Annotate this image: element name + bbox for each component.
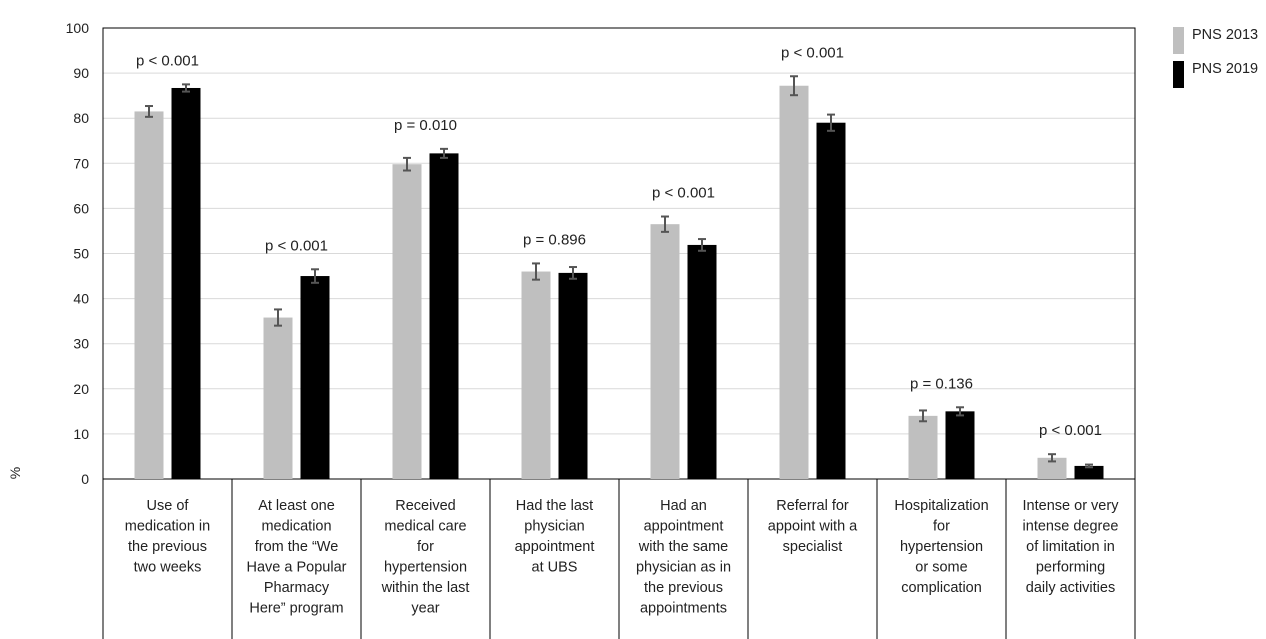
category-label-line: Have a Popular bbox=[247, 560, 347, 576]
category-label: Use of medication in the previous two weeks bbox=[125, 498, 210, 576]
category-label-line: Intense or very bbox=[1023, 498, 1120, 514]
category-label-line: at UBS bbox=[532, 560, 578, 576]
bar-pns2013 bbox=[908, 415, 938, 479]
category-label-line: for bbox=[417, 539, 434, 555]
category-label: At least one medication from the “We Have a… bbox=[247, 498, 347, 617]
category-label-line: performing bbox=[1036, 560, 1105, 576]
category-label-line: hypertension bbox=[384, 560, 467, 576]
category-table: Use of medication in the previous two weeks… bbox=[102, 479, 1136, 639]
category-label: Received medical care for hypertension withi… bbox=[381, 498, 470, 617]
category-label: Intense or very intense degree of limitati… bbox=[1023, 498, 1120, 596]
bar-pns2019 bbox=[816, 122, 846, 480]
y-tick-label: 90 bbox=[73, 65, 89, 81]
y-axis-label: % bbox=[7, 467, 23, 479]
bar-pns2013 bbox=[1037, 457, 1067, 479]
y-tick-label: 60 bbox=[73, 200, 89, 216]
category-label-line: Here” program bbox=[249, 601, 343, 617]
grid-lines bbox=[102, 27, 1136, 480]
y-tick-label: 50 bbox=[73, 246, 89, 262]
category-label: Hospitalization for hypertension or some com… bbox=[894, 498, 988, 596]
category-label: Referral for appoint with a specialist bbox=[768, 498, 858, 555]
category-label-line: year bbox=[411, 601, 439, 617]
bar-pns2013 bbox=[134, 111, 164, 479]
p-value-annotations: p < 0.001 p < 0.001 p = 0.010 p = 0.896 p < … bbox=[136, 44, 1102, 439]
category-label-line: intense degree bbox=[1023, 519, 1119, 535]
category-label-line: specialist bbox=[783, 539, 843, 555]
y-tick-label: 30 bbox=[73, 336, 89, 352]
category-label-line: the previous bbox=[644, 580, 723, 596]
category-label-line: hypertension bbox=[900, 539, 983, 555]
p-value-label: p < 0.001 bbox=[136, 52, 199, 69]
category-label-line: Had an bbox=[660, 498, 707, 514]
bar-pns2019 bbox=[558, 272, 588, 479]
p-value-label: p = 0.136 bbox=[910, 375, 973, 392]
p-value-label: p < 0.001 bbox=[1039, 422, 1102, 439]
category-label-line: medical care bbox=[384, 519, 466, 535]
p-value-label: p = 0.010 bbox=[394, 117, 457, 134]
category-label-line: appointment bbox=[515, 539, 595, 555]
p-value-label: p = 0.896 bbox=[523, 231, 586, 248]
y-tick-label: 80 bbox=[73, 110, 89, 126]
y-axis-ticks: 0 10 20 30 40 50 60 70 80 90 100 bbox=[66, 20, 90, 487]
y-tick-label: 100 bbox=[66, 20, 90, 36]
bar-pns2019 bbox=[945, 411, 975, 479]
bar-pns2019 bbox=[687, 244, 717, 479]
p-value-label: p < 0.001 bbox=[781, 44, 844, 61]
legend-swatch-pns2019 bbox=[1173, 61, 1184, 88]
category-label: Had the last physician appointment at UBS bbox=[515, 498, 595, 576]
legend-swatch-pns2013 bbox=[1173, 27, 1184, 54]
category-label-line: Pharmacy bbox=[264, 580, 330, 596]
category-label: Had an appointment with the same physician … bbox=[636, 498, 731, 617]
category-label-line: physician bbox=[524, 519, 584, 535]
bar-pns2013 bbox=[263, 317, 293, 479]
category-label-line: Use of bbox=[147, 498, 190, 514]
bar-pns2013 bbox=[521, 271, 551, 479]
category-label-line: daily activities bbox=[1026, 580, 1115, 596]
bar-pns2019 bbox=[1074, 465, 1104, 479]
bar-pns2013 bbox=[650, 224, 680, 479]
bar-pns2019 bbox=[171, 87, 201, 479]
error-bars bbox=[145, 75, 1093, 469]
y-tick-label: 40 bbox=[73, 291, 89, 307]
category-label-line: appointment bbox=[644, 519, 724, 535]
category-label-line: of limitation in bbox=[1026, 539, 1115, 555]
p-value-label: p < 0.001 bbox=[652, 185, 715, 202]
y-tick-label: 0 bbox=[81, 471, 89, 487]
category-label-line: Received bbox=[395, 498, 455, 514]
bar-pns2019 bbox=[429, 153, 459, 480]
legend: PNS 2013 PNS 2019 bbox=[1173, 27, 1258, 88]
category-label-line: physician as in bbox=[636, 560, 731, 576]
category-label-line: At least one bbox=[258, 498, 335, 514]
category-label-line: Had the last bbox=[516, 498, 593, 514]
y-tick-label: 10 bbox=[73, 426, 89, 442]
category-label-line: within the last bbox=[381, 580, 470, 596]
category-label-line: medication bbox=[261, 519, 331, 535]
bar-pns2019 bbox=[300, 276, 330, 479]
category-label-line: or some bbox=[915, 560, 967, 576]
bar-pns2013 bbox=[779, 85, 809, 479]
bars bbox=[134, 85, 1104, 480]
category-label-line: two weeks bbox=[134, 560, 202, 576]
category-label-line: from the “We bbox=[255, 539, 339, 555]
y-tick-label: 20 bbox=[73, 381, 89, 397]
y-tick-label: 70 bbox=[73, 155, 89, 171]
p-value-label: p < 0.001 bbox=[265, 237, 328, 254]
category-label-line: Hospitalization bbox=[894, 498, 988, 514]
category-label-line: medication in bbox=[125, 519, 210, 535]
category-label-line: appointments bbox=[640, 601, 727, 617]
bar-pns2013 bbox=[392, 164, 422, 479]
category-label-line: Referral for bbox=[776, 498, 849, 514]
category-label-line: the previous bbox=[128, 539, 207, 555]
category-label-line: complication bbox=[901, 580, 982, 596]
legend-label: PNS 2013 bbox=[1192, 27, 1258, 43]
legend-label: PNS 2019 bbox=[1192, 61, 1258, 77]
category-label-line: with the same bbox=[638, 539, 728, 555]
category-label-line: for bbox=[933, 519, 950, 535]
category-label-line: appoint with a bbox=[768, 519, 858, 535]
